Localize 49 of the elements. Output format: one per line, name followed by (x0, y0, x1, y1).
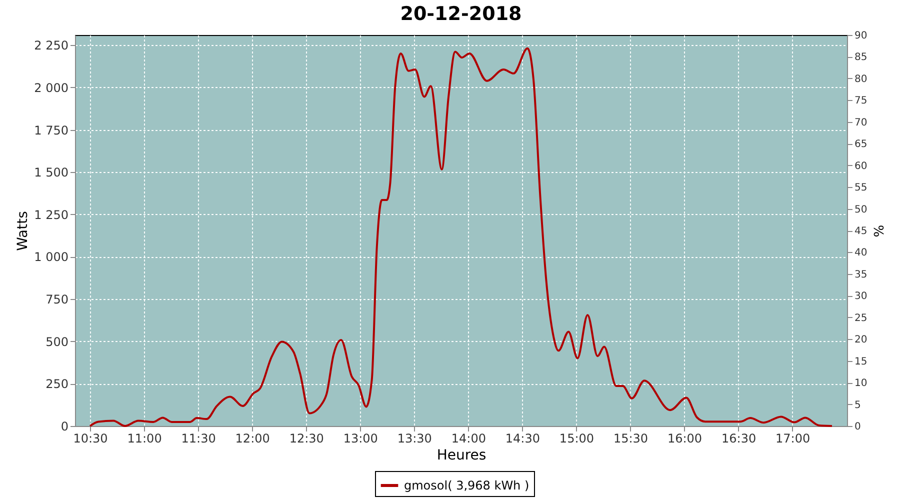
y-axis-title: Watts (15, 211, 32, 251)
y-tick-label: 1 750 (34, 123, 68, 138)
y-tick-label: 1 000 (34, 250, 68, 264)
x-tick-label: 13:00 (343, 432, 378, 446)
x-tick-label: 10:30 (73, 432, 108, 446)
x-tick-label: 16:00 (667, 432, 702, 446)
y2-tick-label: 35 (854, 269, 868, 280)
x-axis-title: Heures (436, 448, 486, 464)
y2-tick-label: 70 (854, 117, 868, 128)
y2-tick-label: 45 (854, 226, 868, 237)
y-tick-label: 2 000 (34, 80, 68, 95)
y2-tick-label: 25 (854, 312, 868, 324)
y2-tick-label: 65 (854, 139, 868, 150)
y-tick-label: 250 (46, 377, 68, 392)
x-tick-label: 15:30 (613, 432, 648, 446)
line-series (89, 47, 833, 427)
y2-tick-label: 20 (854, 334, 868, 346)
y2-tick-label: 50 (854, 204, 868, 216)
y2-tick-label: 60 (854, 160, 868, 172)
y-tick-label: 500 (46, 334, 68, 349)
y-tick-label: 0 (60, 420, 68, 434)
y2-tick-label: 75 (854, 96, 868, 107)
x-tick-label: 11:00 (127, 432, 162, 446)
legend-label: gmosol( 3,968 kWh ) (404, 478, 530, 492)
y-tick-label: 1 500 (34, 166, 68, 180)
x-tick-label: 17:00 (776, 432, 810, 446)
y2-tick-label: 15 (854, 356, 868, 368)
y2-tick-label: 85 (854, 52, 868, 64)
x-tick-label: 11:30 (181, 432, 216, 446)
x-tick-label: 16:30 (722, 432, 756, 446)
y2-tick-label: 0 (854, 422, 861, 432)
x-tick-label: 12:00 (235, 432, 270, 446)
x-tick-label: 14:30 (505, 432, 540, 446)
y-tick-label: 2 250 (34, 38, 68, 53)
x-tick-label: 13:30 (397, 432, 432, 446)
y2-tick-label: 40 (854, 248, 868, 259)
y2-tick-label: 90 (854, 30, 868, 42)
y-tick-label: 1 250 (34, 208, 68, 222)
y2-tick-label: 10 (854, 378, 868, 390)
y-tick-label: 750 (46, 292, 68, 307)
y2-tick-label: 80 (854, 74, 868, 85)
x-tick-label: 14:00 (451, 432, 486, 446)
x-tick-label: 15:00 (559, 432, 594, 446)
y2-tick-label: 30 (854, 291, 868, 302)
y2-tick-label: 55 (854, 182, 868, 194)
y2-tick-label: 5 (854, 400, 861, 411)
y2-axis-title: % (870, 224, 886, 238)
x-tick-label: 12:30 (289, 432, 324, 446)
chart-title: 20-12-2018 (400, 3, 522, 25)
